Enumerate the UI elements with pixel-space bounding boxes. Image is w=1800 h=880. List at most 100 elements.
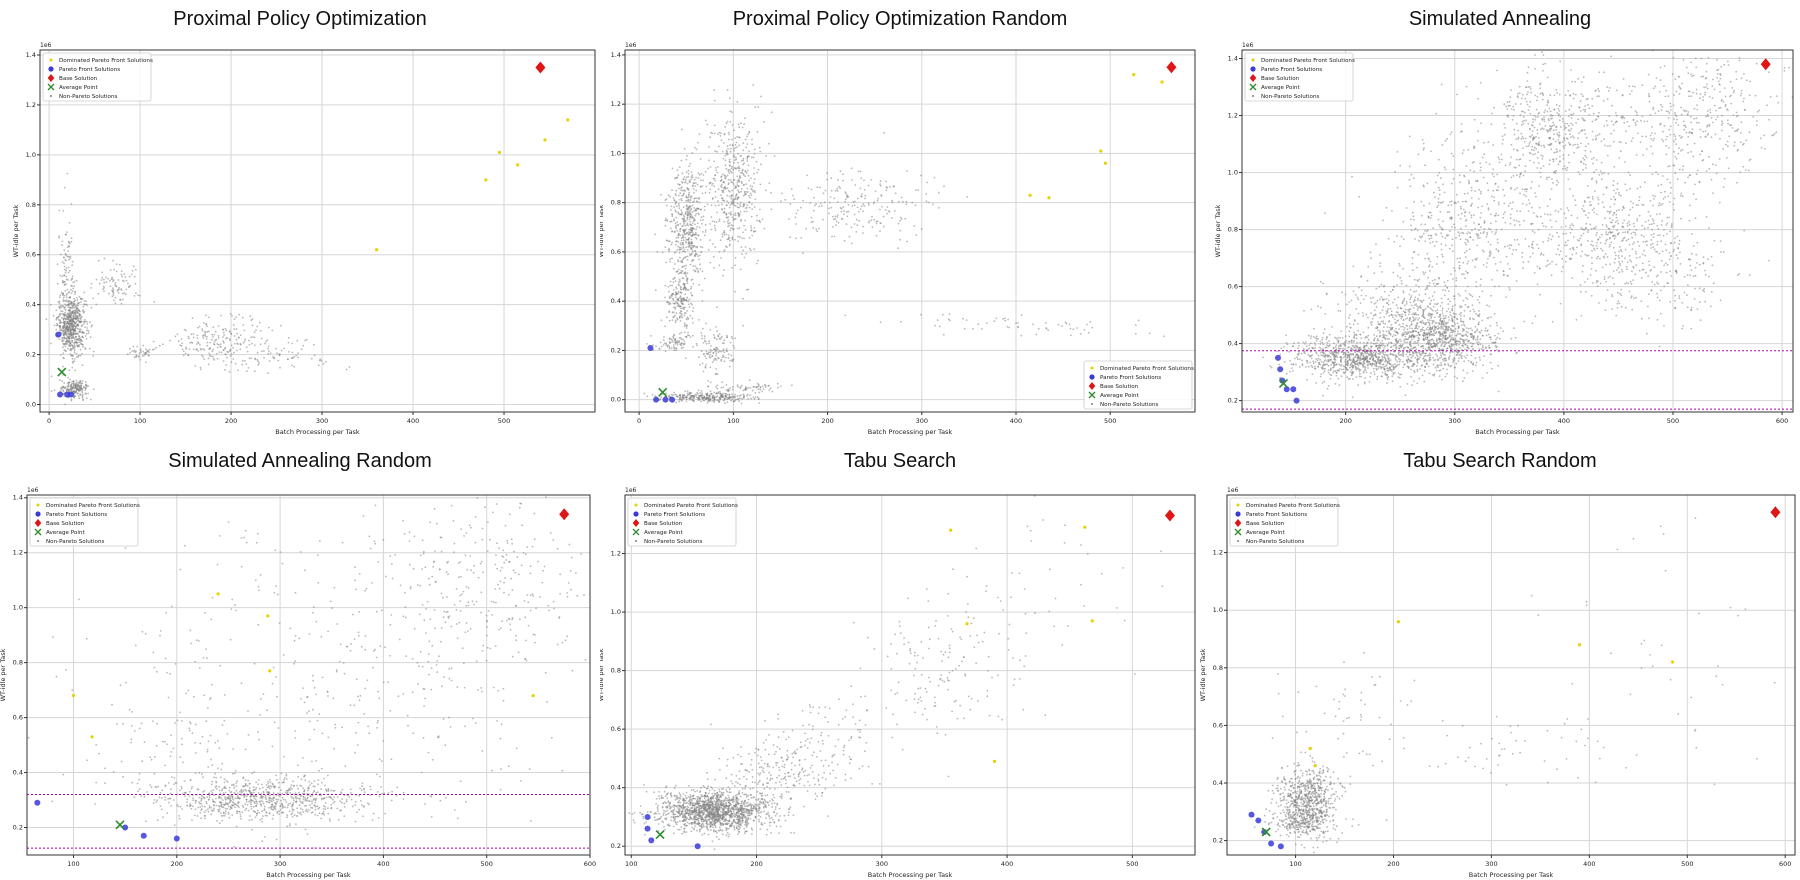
non-pareto-point (1353, 362, 1356, 364)
non-pareto-point (1447, 364, 1450, 367)
non-pareto-point (713, 348, 715, 351)
non-pareto-point (267, 347, 269, 350)
non-pareto-point (1416, 368, 1419, 371)
non-pareto-point (1357, 384, 1360, 386)
non-pareto-point (680, 315, 683, 317)
non-pareto-point (678, 204, 680, 207)
non-pareto-point (753, 167, 755, 169)
non-pareto-point (68, 312, 70, 315)
non-pareto-point (70, 332, 72, 335)
non-pareto-point (74, 322, 77, 324)
non-pareto-point (733, 214, 735, 216)
non-pareto-point (203, 358, 205, 361)
non-pareto-point (1377, 365, 1380, 368)
non-pareto-point (118, 263, 121, 266)
non-pareto-point (698, 399, 701, 401)
non-pareto-point (693, 234, 696, 236)
non-pareto-point (1358, 375, 1361, 378)
non-pareto-point (1372, 357, 1375, 359)
non-pareto-point (681, 250, 684, 253)
non-pareto-point (1489, 361, 1492, 364)
non-pareto-point (1478, 356, 1481, 359)
non-pareto-point (696, 226, 698, 228)
y-tick-label: 0.0 (26, 401, 36, 409)
non-pareto-point (689, 234, 692, 237)
non-pareto-point (63, 268, 66, 271)
non-pareto-point (78, 335, 80, 337)
non-pareto-point (679, 192, 682, 195)
non-pareto-point (679, 296, 682, 299)
non-pareto-point (767, 142, 770, 145)
non-pareto-point (1451, 315, 1453, 318)
non-pareto-point (1405, 353, 1408, 356)
non-pareto-point (1371, 358, 1374, 361)
non-pareto-point (692, 232, 694, 234)
non-pareto-point (675, 287, 678, 290)
non-pareto-point (729, 195, 731, 198)
non-pareto-point (734, 198, 736, 201)
non-pareto-point (271, 329, 274, 332)
non-pareto-point (1410, 368, 1412, 371)
non-pareto-point (757, 383, 760, 386)
non-pareto-point (874, 190, 877, 193)
non-pareto-point (204, 333, 206, 336)
non-pareto-point (828, 212, 830, 215)
y-tick-label: 0.2 (611, 346, 621, 354)
non-pareto-point (726, 394, 729, 396)
non-pareto-point (1390, 365, 1393, 368)
non-pareto-point (718, 131, 721, 134)
non-pareto-point (1298, 366, 1301, 368)
non-pareto-point (681, 195, 683, 197)
non-pareto-point (721, 173, 724, 176)
y-scale-label: 1e6 (625, 42, 637, 49)
non-pareto-point (860, 205, 863, 208)
non-pareto-point (205, 323, 208, 326)
non-pareto-point (1379, 330, 1381, 332)
non-pareto-point (709, 398, 711, 401)
pareto-point (55, 331, 62, 338)
non-pareto-point (691, 152, 694, 154)
non-pareto-point (1324, 359, 1327, 361)
non-pareto-point (1329, 352, 1331, 354)
non-pareto-point (727, 225, 729, 228)
non-pareto-point (680, 197, 683, 200)
non-pareto-point (1447, 308, 1450, 310)
pareto-point (647, 344, 654, 351)
non-pareto-point (1494, 334, 1496, 337)
non-pareto-point (63, 382, 66, 384)
non-pareto-point (1427, 321, 1430, 324)
y-tick-label: 0.2 (26, 351, 36, 359)
non-pareto-point (1086, 323, 1088, 326)
non-pareto-point (1355, 333, 1358, 336)
non-pareto-point (1311, 373, 1314, 375)
non-pareto-point (736, 198, 739, 201)
non-pareto-point (747, 387, 749, 389)
non-pareto-point (725, 152, 728, 155)
non-pareto-point (1428, 334, 1431, 337)
non-pareto-point (756, 382, 759, 385)
non-pareto-point (894, 192, 897, 195)
non-pareto-point (1360, 337, 1363, 339)
non-pareto-point (675, 224, 677, 227)
non-pareto-point (734, 264, 736, 267)
non-pareto-point (188, 348, 191, 350)
non-pareto-point (689, 162, 692, 165)
non-pareto-point (789, 236, 791, 239)
non-pareto-point (1399, 315, 1401, 317)
non-pareto-point (325, 360, 327, 363)
non-pareto-point (687, 300, 690, 303)
non-pareto-point (243, 329, 246, 332)
non-pareto-point (693, 400, 695, 403)
non-pareto-point (754, 392, 757, 394)
non-pareto-point (74, 345, 77, 348)
non-pareto-point (1393, 366, 1395, 369)
non-pareto-point (674, 314, 676, 317)
non-pareto-point (1285, 334, 1287, 337)
non-pareto-point (70, 319, 73, 322)
non-pareto-point (259, 330, 262, 332)
non-pareto-point (1317, 357, 1320, 360)
non-pareto-point (1426, 326, 1429, 329)
non-pareto-point (728, 158, 731, 161)
non-pareto-point (686, 182, 689, 185)
non-pareto-point (139, 358, 142, 361)
